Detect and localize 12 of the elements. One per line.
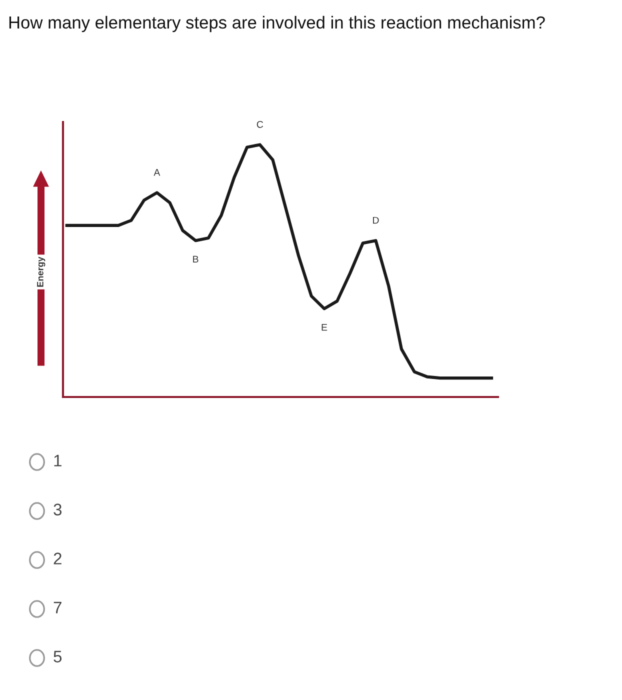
chart-title: How many elementary steps are involved in this reaction mechanism? <box>9 16 545 32</box>
y-axis-title: Energy <box>37 256 46 287</box>
text: 2 <box>54 552 62 564</box>
annotation: A <box>154 169 160 176</box>
text: 7 <box>54 602 62 614</box>
text: C <box>256 120 264 128</box>
annotation: E <box>322 324 328 331</box>
annotation: D <box>373 216 379 224</box>
annotation: B <box>193 256 198 263</box>
text: 3 <box>54 504 62 516</box>
text: 5 <box>54 650 62 662</box>
text: 1 <box>54 454 62 466</box>
